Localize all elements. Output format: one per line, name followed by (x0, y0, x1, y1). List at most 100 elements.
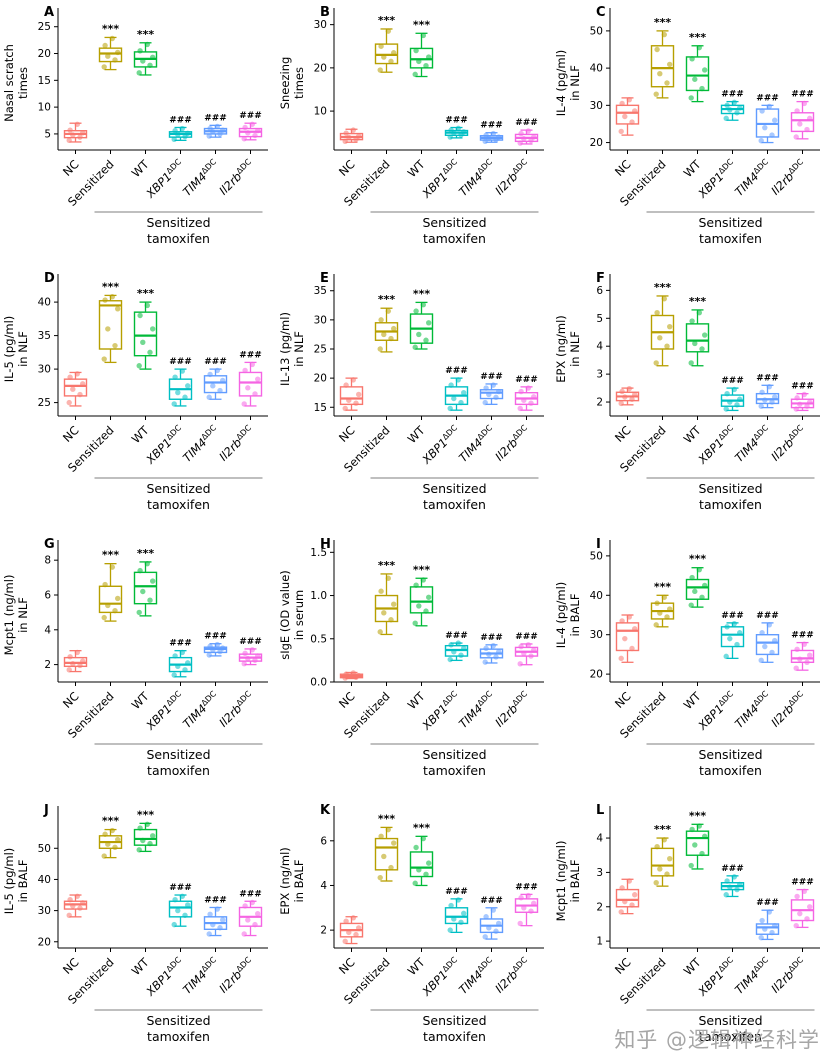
x-tick-label: Il2rbΔDC (492, 423, 533, 464)
y-axis-title: in BALF (568, 594, 582, 637)
panel-H: H 0.0 0.5 1.0 1.5 sIgE (OD value) in serum NC **… (276, 532, 552, 798)
x-tick-label: TIM4ΔDC (456, 689, 498, 731)
x-tick-label: NC (60, 955, 82, 977)
y-axis-title: Nasal scratch (2, 44, 16, 122)
significance-marker: *** (689, 295, 707, 308)
boxplot-D: D 25 30 35 40 IL-5 (pg/ml) in NLF NC *** Sensitiz… (2, 271, 268, 512)
y-tick-label: 20 (590, 669, 603, 681)
significance-marker: ### (756, 611, 779, 621)
y-tick-label: 6 (44, 589, 51, 601)
box-group-Il2rb: ### (514, 375, 539, 412)
y-tick-label: 1.5 (310, 547, 327, 559)
significance-marker: ### (791, 382, 814, 392)
y-tick-label: 2 (596, 397, 603, 409)
y-tick-label: 40 (38, 874, 51, 886)
x-tick-label: XBP1ΔDC (143, 955, 187, 999)
footer-line1: Sensitized (422, 747, 486, 762)
significance-marker: ### (480, 372, 503, 382)
y-tick-label: 50 (38, 843, 51, 855)
box-group-XBP1: ### (720, 864, 745, 898)
y-tick-label: 30 (314, 314, 327, 326)
y-axis-title: in NLF (16, 331, 30, 367)
significance-marker: *** (137, 808, 155, 821)
box-group-Sensitized: *** (98, 815, 123, 859)
footer-line2: tamoxifen (699, 1029, 762, 1044)
significance-marker: ### (791, 90, 814, 100)
x-tick-label: TIM4ΔDC (180, 955, 222, 997)
panel-I: I 20 30 40 50 IL-4 (pg/ml) in BALF NC *** Sensiti… (552, 532, 828, 798)
significance-marker: ### (756, 898, 779, 908)
footer-line2: tamoxifen (699, 497, 762, 512)
y-axis-title: in NLF (292, 331, 306, 367)
x-tick-label: TIM4ΔDC (456, 423, 498, 465)
box-group-NC (339, 377, 364, 412)
significance-marker: ### (791, 878, 814, 888)
y-tick-label: 20 (314, 62, 327, 74)
x-tick-label: WT (681, 423, 705, 447)
footer-line1: Sensitized (698, 481, 762, 496)
x-tick-label: WT (129, 689, 153, 713)
y-axis-title: times (292, 67, 306, 99)
box-group-Sensitized: *** (374, 293, 399, 353)
x-tick-label: TIM4ΔDC (456, 157, 498, 199)
x-tick-label: WT (405, 157, 429, 181)
y-axis-title: Sneezing (278, 57, 292, 110)
y-axis-title: in BALF (568, 860, 582, 903)
significance-marker: ### (721, 611, 744, 621)
box-group-WT: *** (409, 563, 434, 627)
box-group-Sensitized: *** (98, 280, 123, 364)
significance-marker: ### (169, 115, 192, 125)
box-group-NC (615, 614, 640, 663)
panel-A: A 5 10 15 20 25 Nasal scratch times NC *** Sensiti… (0, 0, 276, 266)
x-tick-label: WT (129, 423, 153, 447)
y-tick-label: 10 (314, 106, 327, 118)
x-tick-label: NC (60, 423, 82, 445)
y-axis-title: IL-4 (pg/ml) (554, 582, 568, 649)
x-tick-label: Il2rbΔDC (216, 423, 257, 464)
significance-marker: ### (169, 357, 192, 367)
x-tick-label: Il2rbΔDC (492, 157, 533, 198)
significance-marker: *** (654, 823, 672, 836)
y-tick-label: 25 (38, 397, 51, 409)
box-group-TIM4: ### (203, 113, 228, 139)
x-tick-label: WT (129, 157, 153, 181)
x-tick-label: XBP1ΔDC (419, 423, 463, 467)
significance-marker: *** (654, 16, 672, 29)
panel-L: L 1 2 3 4 Mcpt1 (ng/ml) in BALF NC *** Sensitized… (552, 798, 828, 1064)
box-group-Il2rb: ### (514, 118, 539, 146)
box-group-XBP1: ### (444, 631, 469, 663)
y-tick-label: 2 (44, 659, 51, 671)
y-tick-label: 20 (314, 373, 327, 385)
footer-line1: Sensitized (698, 747, 762, 762)
y-tick-label: 10 (38, 102, 51, 114)
box-group-XBP1: ### (168, 115, 193, 142)
box-group-XBP1: ### (444, 366, 469, 412)
significance-marker: *** (689, 809, 707, 822)
significance-marker: *** (654, 281, 672, 294)
x-tick-label: TIM4ΔDC (732, 689, 774, 731)
significance-marker: ### (204, 113, 227, 123)
footer-line1: Sensitized (422, 1013, 486, 1028)
x-tick-label: XBP1ΔDC (695, 157, 739, 201)
significance-marker: ### (515, 375, 538, 385)
footer-line2: tamoxifen (423, 1029, 486, 1044)
panel-letter: H (320, 537, 331, 552)
y-axis-title: Mcpt1 (ng/ml) (2, 575, 16, 656)
y-axis-title: IL-5 (pg/ml) (2, 316, 16, 383)
panel-E: E 15 20 25 30 35 IL-13 (pg/ml) in NLF NC *** Sensi… (276, 266, 552, 532)
y-axis-title: in NLF (568, 65, 582, 101)
x-tick-label: TIM4ΔDC (732, 423, 774, 465)
y-tick-label: 40 (38, 297, 51, 309)
x-tick-label: TIM4ΔDC (456, 955, 498, 997)
boxplot-C: C 20 30 40 50 IL-4 (pg/ml) in NLF NC *** Sensitiz… (554, 5, 820, 246)
box-group-WT: *** (685, 553, 710, 608)
footer-line2: tamoxifen (423, 231, 486, 246)
x-tick-label: XBP1ΔDC (143, 689, 187, 733)
y-tick-label: 35 (38, 330, 51, 342)
significance-marker: *** (689, 553, 707, 566)
watermark: 知乎 @逻辑神经科学 (614, 1028, 820, 1052)
x-tick-label: Il2rbΔDC (768, 423, 809, 464)
x-tick-label: TIM4ΔDC (180, 423, 222, 465)
significance-marker: ### (239, 637, 262, 647)
significance-marker: ### (721, 376, 744, 386)
